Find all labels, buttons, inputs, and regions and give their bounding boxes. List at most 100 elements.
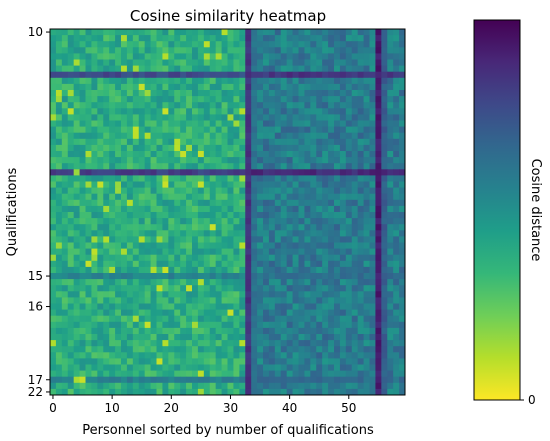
heatmap-cell xyxy=(221,236,228,243)
heatmap-cell xyxy=(221,327,228,335)
heatmap-cell xyxy=(387,59,394,66)
heatmap-cell xyxy=(387,193,394,201)
heatmap-cell xyxy=(209,193,217,201)
heatmap-cell xyxy=(345,388,353,396)
heatmap-cell xyxy=(186,193,193,201)
heatmap-cell xyxy=(203,346,211,353)
heatmap-cell xyxy=(215,114,222,121)
x-axis-ticks: 0 10 20 30 40 50 xyxy=(49,395,356,415)
heatmap-cell xyxy=(280,303,288,310)
heatmap-cell xyxy=(369,151,376,158)
heatmap-cell xyxy=(73,35,80,42)
heatmap-cell xyxy=(304,309,311,317)
heatmap-cell xyxy=(121,90,128,97)
heatmap-cell xyxy=(298,382,305,390)
heatmap-cell xyxy=(109,71,116,79)
heatmap-cell xyxy=(91,132,98,140)
heatmap-cell xyxy=(91,364,98,371)
heatmap-cell xyxy=(192,334,199,341)
heatmap-cell xyxy=(144,199,151,207)
heatmap-cell xyxy=(369,230,376,237)
heatmap-cell xyxy=(156,169,163,176)
heatmap-cell xyxy=(363,120,370,127)
heatmap-cell xyxy=(351,230,359,237)
heatmap-cell xyxy=(375,181,382,188)
heatmap-cell xyxy=(292,132,299,140)
heatmap-cell xyxy=(268,352,276,359)
heatmap-cell xyxy=(144,224,151,231)
heatmap-cell xyxy=(268,114,276,121)
heatmap-cell xyxy=(197,151,205,158)
heatmap-cell xyxy=(268,260,276,268)
heatmap-cell xyxy=(61,358,69,365)
heatmap-cell xyxy=(203,254,211,262)
heatmap-cell xyxy=(363,212,370,219)
heatmap-cell xyxy=(375,382,382,390)
heatmap-cell xyxy=(168,102,175,109)
heatmap-cell xyxy=(399,236,406,243)
heatmap-cell xyxy=(215,266,222,274)
heatmap-cell xyxy=(268,102,276,109)
heatmap-cell xyxy=(103,309,110,317)
heatmap-cell xyxy=(209,47,217,54)
heatmap-cell xyxy=(79,230,86,237)
heatmap-cell xyxy=(85,315,92,323)
heatmap-cell xyxy=(121,138,128,146)
heatmap-cell xyxy=(363,41,370,48)
heatmap-cell xyxy=(103,126,110,134)
heatmap-cell xyxy=(268,266,276,274)
heatmap-cell xyxy=(251,120,258,127)
heatmap-cell xyxy=(310,108,317,115)
heatmap-cell xyxy=(79,65,86,73)
heatmap-cell xyxy=(274,388,282,396)
heatmap-cell xyxy=(339,175,347,182)
heatmap-cell xyxy=(339,144,347,152)
heatmap-cell xyxy=(310,77,317,85)
heatmap-cell xyxy=(197,242,205,249)
heatmap-cell xyxy=(67,303,75,310)
heatmap-cell xyxy=(399,108,406,115)
heatmap-cell xyxy=(399,77,406,85)
heatmap-cell xyxy=(67,193,75,201)
heatmap-cell xyxy=(168,321,175,329)
heatmap-cell xyxy=(126,65,134,73)
heatmap-cell xyxy=(369,382,376,390)
heatmap-cell xyxy=(85,53,92,60)
heatmap-cell xyxy=(322,273,329,280)
heatmap-cell xyxy=(203,260,211,268)
heatmap-cell xyxy=(274,273,282,280)
heatmap-cell xyxy=(215,273,222,280)
heatmap-cell xyxy=(345,138,353,146)
heatmap-cell xyxy=(126,218,134,225)
heatmap-cell xyxy=(280,181,288,188)
heatmap-cell xyxy=(209,199,217,207)
heatmap-cell xyxy=(369,169,376,176)
heatmap-cell xyxy=(115,340,122,347)
heatmap-cell xyxy=(375,242,382,249)
heatmap-cell xyxy=(109,291,116,298)
heatmap-cell xyxy=(304,199,311,207)
heatmap-cell xyxy=(310,35,317,42)
heatmap-cell xyxy=(274,321,282,329)
heatmap-cell xyxy=(292,181,299,188)
heatmap-cell xyxy=(339,132,347,140)
heatmap-cell xyxy=(334,175,341,182)
heatmap-cell xyxy=(209,90,217,97)
heatmap-cell xyxy=(286,254,293,262)
heatmap-cell xyxy=(138,370,146,378)
heatmap-cell xyxy=(67,297,75,304)
heatmap-cell xyxy=(227,132,234,140)
heatmap-cell xyxy=(103,346,110,353)
heatmap-cell xyxy=(115,120,122,127)
heatmap-cell xyxy=(215,346,222,353)
heatmap-cell xyxy=(67,187,75,195)
heatmap-cell xyxy=(186,303,193,310)
heatmap-cell xyxy=(91,163,98,170)
heatmap-cell xyxy=(61,260,69,268)
heatmap-cell xyxy=(138,340,146,347)
heatmap-cell xyxy=(109,358,116,365)
heatmap-cell xyxy=(322,29,329,36)
heatmap-cell xyxy=(322,315,329,323)
heatmap-cell xyxy=(209,41,217,48)
heatmap-cell xyxy=(85,108,92,115)
